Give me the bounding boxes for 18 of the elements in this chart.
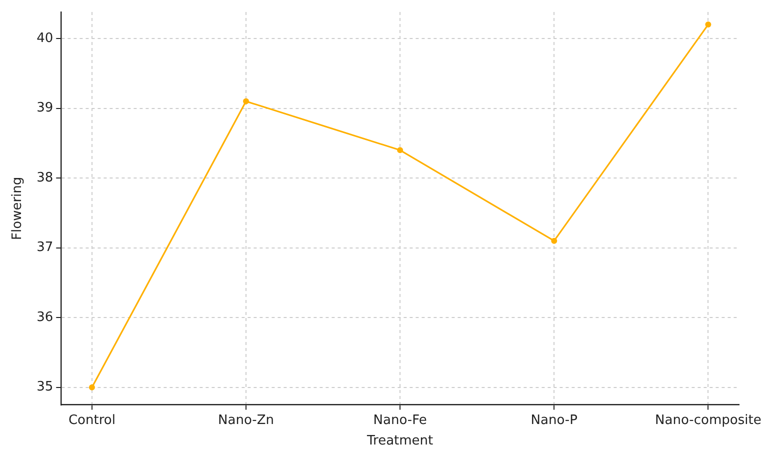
y-tick-label: 39 <box>36 100 54 116</box>
y-tick-label: 38 <box>36 170 54 186</box>
point <box>397 147 404 154</box>
point <box>705 22 712 28</box>
x-tick-label: Nano-Zn <box>218 412 274 428</box>
y-axis-title: Flowering <box>10 176 26 240</box>
y-tick-label: 36 <box>36 310 54 325</box>
y-tick-label: 40 <box>36 30 54 46</box>
x-axis-title: Treatment <box>366 434 434 449</box>
point <box>551 238 558 244</box>
point <box>88 384 95 390</box>
x-tick-label: Nano-composite <box>655 412 762 428</box>
x-tick-label: Nano-Fe <box>373 412 427 428</box>
y-tick-label: 37 <box>36 240 54 256</box>
x-tick-label: Control <box>68 412 116 428</box>
y-tick-label: 35 <box>36 380 54 395</box>
x-tick-label: Nano-P <box>530 412 578 428</box>
point <box>243 98 250 104</box>
